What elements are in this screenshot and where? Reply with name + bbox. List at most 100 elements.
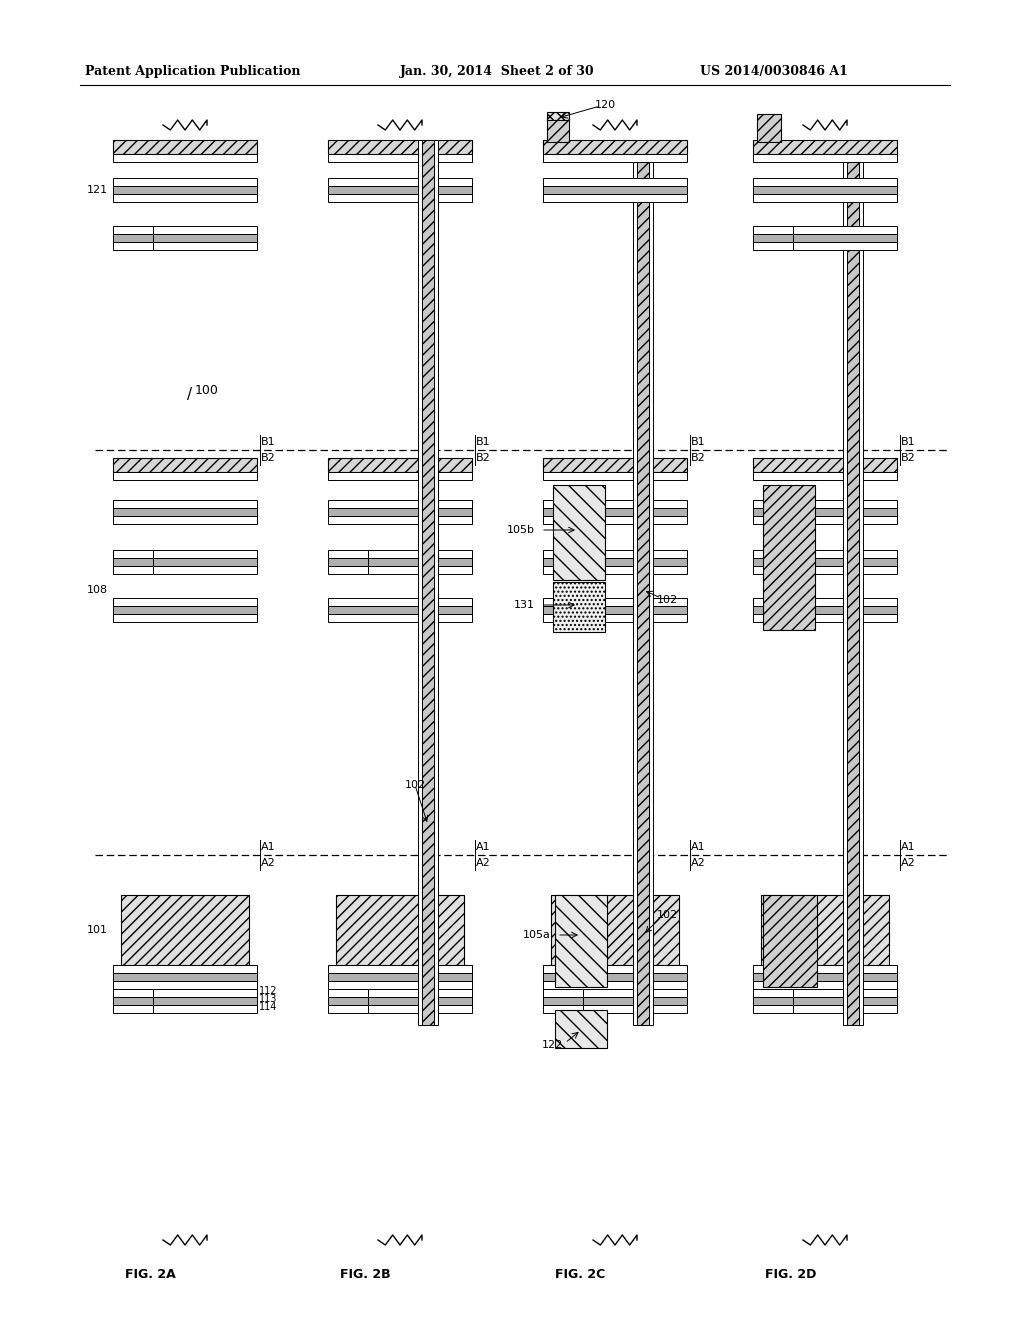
Text: /: / (187, 388, 193, 403)
Bar (113, 614, 257, 622)
Text: 131: 131 (514, 601, 535, 610)
Text: B1: B1 (261, 437, 275, 447)
Bar (753, 566, 793, 574)
Text: FIG. 2A: FIG. 2A (125, 1269, 176, 1282)
Text: Jan. 30, 2014  Sheet 2 of 30: Jan. 30, 2014 Sheet 2 of 30 (400, 66, 595, 78)
Bar (113, 1005, 153, 1012)
Bar (793, 550, 897, 558)
Bar (336, 895, 464, 965)
Bar (793, 989, 897, 997)
Bar (583, 997, 687, 1005)
Bar (328, 614, 472, 622)
Bar (368, 558, 472, 566)
Bar (753, 242, 793, 249)
Text: A2: A2 (476, 858, 490, 869)
Bar (793, 558, 897, 566)
Bar (328, 965, 472, 973)
Bar (543, 606, 687, 614)
Bar (753, 614, 897, 622)
Bar (553, 582, 605, 632)
Bar (859, 140, 863, 1026)
Bar (113, 550, 153, 558)
Bar (422, 140, 434, 1026)
Bar (113, 566, 153, 574)
Bar (543, 178, 687, 186)
Bar (153, 558, 257, 566)
Bar (543, 1005, 583, 1012)
Bar (793, 242, 897, 249)
Bar (368, 989, 472, 997)
Bar (113, 598, 257, 606)
Bar (543, 500, 687, 508)
Bar (793, 997, 897, 1005)
Bar (753, 194, 897, 202)
Bar (543, 973, 687, 981)
Bar (543, 614, 687, 622)
Text: B1: B1 (476, 437, 490, 447)
Bar (153, 1005, 257, 1012)
Bar (328, 508, 472, 516)
Bar (555, 895, 607, 987)
Text: A1: A1 (901, 842, 915, 851)
Bar (583, 566, 687, 574)
Bar (328, 194, 472, 202)
Bar (583, 558, 687, 566)
Bar (328, 516, 472, 524)
Bar (418, 140, 422, 1026)
Bar (113, 997, 153, 1005)
Bar (113, 973, 257, 981)
Text: 121: 121 (87, 185, 108, 195)
Bar (113, 989, 153, 997)
Bar (328, 458, 472, 473)
Bar (113, 473, 257, 480)
Bar (793, 1005, 897, 1012)
Bar (753, 558, 793, 566)
Bar (761, 895, 889, 965)
Bar (543, 154, 687, 162)
Bar (153, 242, 257, 249)
Bar (753, 606, 897, 614)
Text: 108: 108 (87, 585, 108, 595)
Text: B2: B2 (261, 453, 275, 463)
Text: B2: B2 (476, 453, 490, 463)
Bar (543, 997, 583, 1005)
Text: US 2014/0030846 A1: US 2014/0030846 A1 (700, 66, 848, 78)
Text: B2: B2 (901, 453, 915, 463)
Text: 120: 120 (595, 100, 616, 110)
Text: 102: 102 (657, 595, 678, 605)
Bar (113, 186, 257, 194)
Bar (753, 500, 897, 508)
Bar (328, 1005, 368, 1012)
Bar (583, 1005, 687, 1012)
Bar (328, 186, 472, 194)
Bar (753, 186, 897, 194)
Text: 122: 122 (542, 1040, 563, 1049)
Bar (757, 114, 781, 143)
Bar (763, 484, 815, 630)
Bar (555, 1010, 607, 1048)
Bar (553, 484, 605, 579)
Bar (543, 140, 687, 154)
Bar (753, 234, 793, 242)
Bar (113, 981, 257, 989)
Bar (153, 226, 257, 234)
Bar (113, 965, 257, 973)
Text: B2: B2 (691, 453, 706, 463)
Bar (543, 516, 687, 524)
Bar (153, 566, 257, 574)
Bar (753, 989, 793, 997)
Bar (113, 516, 257, 524)
Bar (153, 550, 257, 558)
Text: 113: 113 (259, 994, 278, 1005)
Bar (113, 140, 257, 154)
Bar (113, 154, 257, 162)
Bar (328, 500, 472, 508)
Bar (328, 558, 368, 566)
Bar (547, 112, 569, 120)
Text: A2: A2 (901, 858, 915, 869)
Bar (121, 895, 249, 965)
Bar (328, 973, 472, 981)
Bar (328, 606, 472, 614)
Text: B1: B1 (691, 437, 706, 447)
Bar (368, 997, 472, 1005)
